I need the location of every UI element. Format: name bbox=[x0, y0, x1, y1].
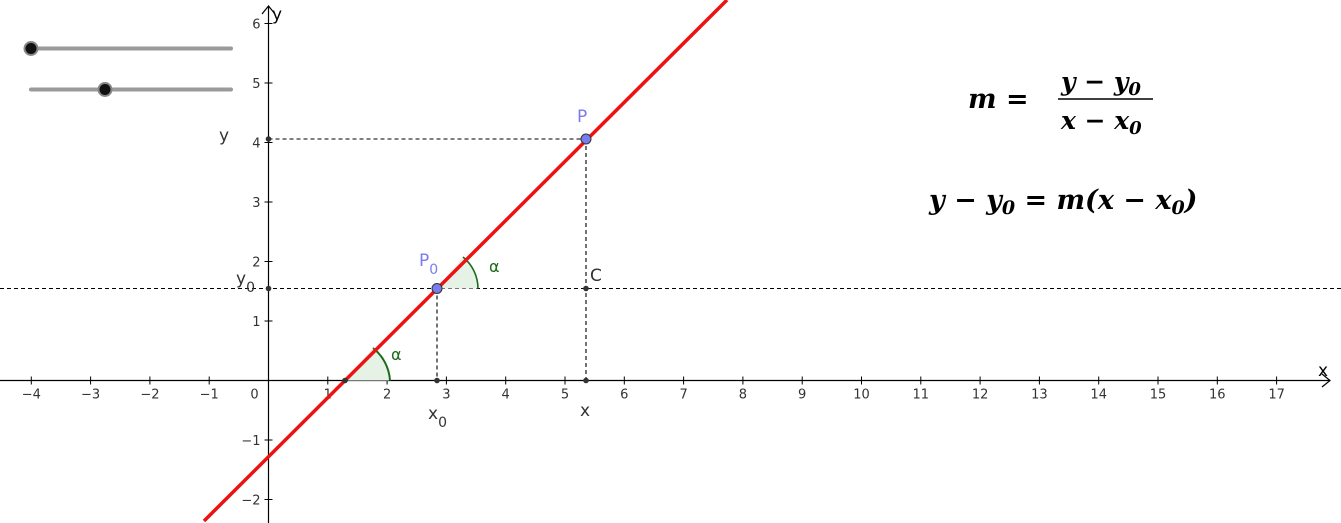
x-tick-label: 10 bbox=[853, 388, 870, 403]
x-tick-label: 6 bbox=[620, 388, 628, 403]
y-tick-label: −1 bbox=[241, 434, 260, 449]
x-tick-label: −4 bbox=[22, 388, 41, 403]
dashed-guides bbox=[0, 138, 1341, 381]
x-axis-label: x bbox=[1318, 361, 1328, 381]
y-tick-label: 3 bbox=[252, 196, 260, 211]
x-tick-label: −1 bbox=[200, 388, 219, 403]
c-label: C bbox=[590, 266, 602, 286]
point-p0[interactable] bbox=[431, 283, 443, 294]
slope-formula-lhs: m = bbox=[968, 84, 1029, 115]
y-dot bbox=[265, 136, 272, 142]
x-axis bbox=[0, 373, 1331, 388]
x-tick-label: 7 bbox=[679, 388, 687, 403]
y-tick-label: 5 bbox=[252, 77, 260, 92]
x-tick-label: 3 bbox=[442, 388, 450, 403]
p0-label: P0 bbox=[419, 251, 438, 278]
slider-1-knob[interactable] bbox=[23, 41, 39, 56]
slider-2[interactable] bbox=[29, 82, 233, 97]
y-tick-label: −2 bbox=[241, 494, 260, 509]
y-axis-ticks: −2 −1 1 2 3 4 5 6 bbox=[241, 18, 273, 509]
y-tick-label: 4 bbox=[252, 137, 260, 152]
slope-formula-numerator: y − y0 bbox=[1060, 67, 1141, 100]
x-tick-label: 17 bbox=[1268, 388, 1285, 403]
x-intercept-dot bbox=[342, 377, 348, 384]
x-tick-label: 5 bbox=[561, 388, 569, 403]
y-tick-label: 6 bbox=[252, 18, 260, 33]
x-tick-label: 11 bbox=[913, 388, 930, 403]
x0-dot bbox=[434, 377, 440, 384]
x-tick-label: 9 bbox=[798, 388, 806, 403]
x-tick-label: 1 bbox=[324, 388, 332, 403]
x-projection-label: x bbox=[580, 401, 590, 421]
y-axis bbox=[261, 5, 276, 523]
p-label: P bbox=[577, 107, 587, 127]
x-axis-ticks: −4 −3 −2 −1 0 1 2 3 4 5 6 7 8 9 10 11 12 13 14 15 16 17 bbox=[22, 376, 1285, 403]
y-tick-label: 2 bbox=[252, 256, 260, 271]
y-axis-label: y bbox=[272, 5, 282, 25]
x-tick-label: 8 bbox=[739, 388, 747, 403]
y0-projection-label: y0 bbox=[236, 269, 255, 296]
slope-formula-denominator: x − x0 bbox=[1060, 106, 1142, 139]
x-tick-label: 13 bbox=[1031, 388, 1048, 403]
x-tick-label: 16 bbox=[1209, 388, 1226, 403]
angle-label-alpha-upper: α bbox=[489, 257, 500, 276]
x-tick-label: 4 bbox=[502, 388, 510, 403]
x-tick-label: 0 bbox=[250, 388, 258, 403]
point-slope-formula: y − y0 = m(x − x0) bbox=[928, 185, 1197, 219]
svg-text:y − y0 = m(x − x0): y − y0 = m(x − x0) bbox=[928, 185, 1197, 219]
line-through-p0-p[interactable] bbox=[202, 0, 729, 523]
slider-2-knob[interactable] bbox=[97, 82, 113, 97]
x-dot bbox=[583, 377, 589, 384]
point-p[interactable] bbox=[580, 133, 592, 145]
projection-dots bbox=[265, 136, 589, 384]
angle-label-alpha-lower: α bbox=[391, 345, 402, 364]
x-tick-label: −2 bbox=[140, 388, 159, 403]
c-dot bbox=[583, 285, 589, 292]
y0-dot bbox=[265, 285, 272, 292]
slope-formula: m = y − y0 x − x0 bbox=[968, 67, 1153, 139]
slider-1[interactable] bbox=[23, 41, 233, 56]
x0-projection-label: x0 bbox=[428, 404, 447, 431]
y-tick-label: 1 bbox=[252, 315, 260, 330]
y-projection-label: y bbox=[219, 126, 229, 146]
x-tick-label: 15 bbox=[1150, 388, 1167, 403]
x-tick-label: −3 bbox=[81, 388, 100, 403]
x-tick-label: 2 bbox=[383, 388, 391, 403]
x-tick-label: 12 bbox=[972, 388, 989, 403]
x-tick-label: 14 bbox=[1090, 388, 1107, 403]
